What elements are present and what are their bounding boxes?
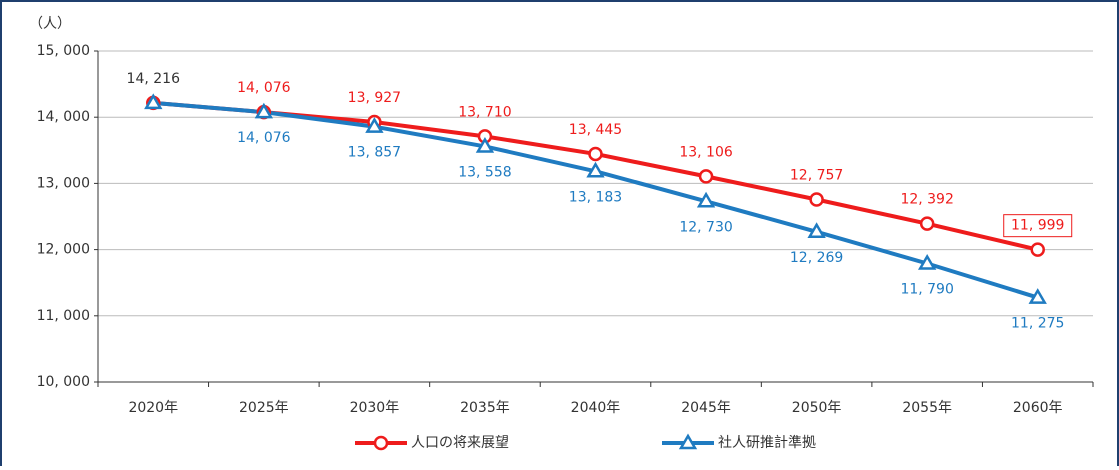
data-label: 11, 275 xyxy=(1011,316,1064,332)
y-axis-label: （人） xyxy=(29,16,71,32)
point-marker xyxy=(144,93,163,110)
data-label: 11, 790 xyxy=(900,282,953,298)
point-marker xyxy=(809,192,824,207)
x-tick-label: 2040年 xyxy=(571,400,621,416)
y-tick-label: 13, 000 xyxy=(37,175,90,191)
legend-marker xyxy=(678,433,698,450)
y-tick-label: 10, 000 xyxy=(37,374,90,390)
x-tick-label: 2020年 xyxy=(128,400,178,416)
data-label: 13, 183 xyxy=(569,189,622,205)
data-label: 12, 392 xyxy=(900,192,953,208)
legend-marker xyxy=(373,435,389,451)
point-marker xyxy=(254,102,274,119)
data-label: 12, 757 xyxy=(790,167,843,183)
label-box xyxy=(1003,214,1073,238)
x-tick-label: 2035年 xyxy=(460,400,510,416)
data-label: 13, 927 xyxy=(348,90,401,106)
point-marker xyxy=(365,117,384,133)
y-tick-label: 11, 000 xyxy=(37,308,90,324)
point-marker xyxy=(919,216,935,231)
y-tick-label: 14, 000 xyxy=(37,109,90,125)
data-label: 13, 106 xyxy=(679,144,733,160)
y-tick-label: 15, 000 xyxy=(37,43,90,59)
data-label: 13, 558 xyxy=(458,164,511,180)
point-marker xyxy=(1028,288,1047,304)
x-tick-label: 2025年 xyxy=(239,400,289,416)
x-tick-label: 2045年 xyxy=(681,400,731,416)
y-tick-label: 12, 000 xyxy=(37,242,90,258)
data-label: 13, 445 xyxy=(569,122,622,138)
point-marker xyxy=(586,161,605,178)
data-label: 12, 730 xyxy=(679,219,732,235)
data-label: 12, 269 xyxy=(790,250,843,266)
legend-label: 人口の将来展望 xyxy=(411,435,509,451)
point-marker xyxy=(588,146,603,162)
x-tick-label: 2060年 xyxy=(1013,400,1063,416)
x-tick-label: 2055年 xyxy=(902,400,952,416)
data-label: 14, 216 xyxy=(127,71,181,87)
x-tick-label: 2050年 xyxy=(792,400,842,416)
data-label: 14, 076 xyxy=(237,130,291,146)
point-marker xyxy=(475,136,495,153)
data-label: 14, 076 xyxy=(237,80,291,96)
point-marker xyxy=(698,169,714,184)
point-marker xyxy=(917,254,937,270)
data-label: 13, 710 xyxy=(458,104,511,120)
data-label: 13, 857 xyxy=(348,145,401,161)
legend-label: 社人研推計準拠 xyxy=(718,435,816,451)
point-marker xyxy=(1030,242,1045,257)
x-tick-label: 2030年 xyxy=(350,400,400,416)
data-label: 11, 999 xyxy=(1011,218,1064,234)
point-marker xyxy=(696,191,716,208)
point-marker xyxy=(807,222,826,239)
